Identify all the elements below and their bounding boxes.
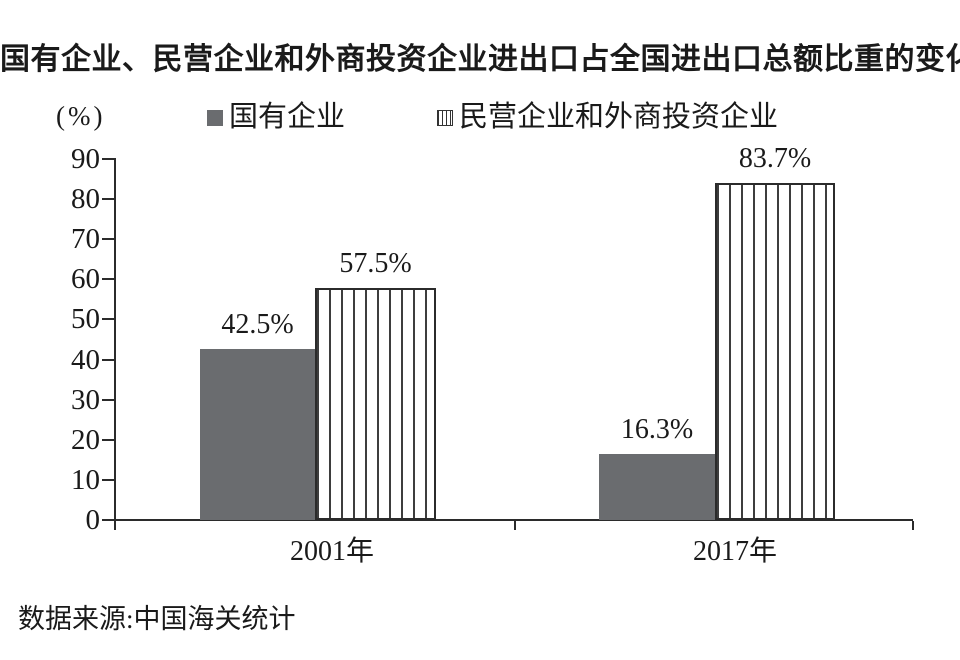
x-tick-mark (912, 521, 914, 530)
y-tick-label: 60 (71, 263, 100, 296)
y-axis-unit-label: (%) (56, 101, 106, 131)
y-tick-mark (102, 198, 115, 201)
striped-swatch-icon (437, 110, 453, 126)
legend-label-soe: 国有企业 (229, 101, 346, 133)
x-axis-line (114, 519, 913, 521)
data-source-note: 数据来源:中国海关统计 (18, 604, 296, 634)
solid-gray-swatch-icon (207, 110, 223, 126)
y-tick-mark (102, 438, 115, 441)
bar-striped-2017年 (715, 183, 835, 520)
y-tick-mark (102, 238, 115, 241)
y-tick-label: 10 (71, 463, 100, 496)
x-category-label: 2001年 (289, 536, 374, 567)
bar-striped-2001年 (315, 288, 436, 520)
y-tick-mark (102, 398, 115, 401)
y-tick-label: 90 (71, 143, 100, 175)
y-tick-mark (102, 519, 115, 521)
y-tick-mark (102, 478, 115, 481)
bar-solid-2001年 (200, 348, 315, 520)
x-tick-mark (114, 521, 116, 530)
x-tick-mark (513, 521, 516, 530)
y-tick-label: 80 (71, 183, 100, 216)
bar-value-label: 42.5% (221, 308, 294, 340)
legend-item-soe: 国有企业 (207, 101, 345, 133)
legend-item-private-foreign: 民营企业和外商投资企业 (437, 101, 778, 133)
y-axis-line (114, 158, 116, 521)
x-category-label: 2017年 (692, 536, 777, 567)
y-tick-mark (102, 158, 115, 160)
chart-title: 国有企业、民营企业和外商投资企业进出口占全国进出口总额比重的变化 (0, 43, 960, 76)
y-tick-label: 50 (71, 303, 100, 336)
bar-value-label: 83.7% (738, 143, 812, 175)
bar-solid-2017年 (599, 453, 715, 520)
y-tick-label: 0 (85, 504, 101, 536)
bar-value-label: 57.5% (339, 248, 412, 280)
y-tick-label: 70 (71, 223, 100, 256)
bar-value-label: 16.3% (620, 413, 694, 445)
y-tick-mark (102, 358, 115, 361)
y-tick-label: 30 (71, 383, 100, 416)
y-tick-label: 40 (71, 343, 100, 376)
legend-label-private-foreign: 民营企业和外商投资企业 (459, 101, 779, 133)
y-tick-mark (102, 278, 115, 281)
y-tick-label: 20 (71, 423, 100, 456)
y-tick-mark (102, 318, 115, 321)
